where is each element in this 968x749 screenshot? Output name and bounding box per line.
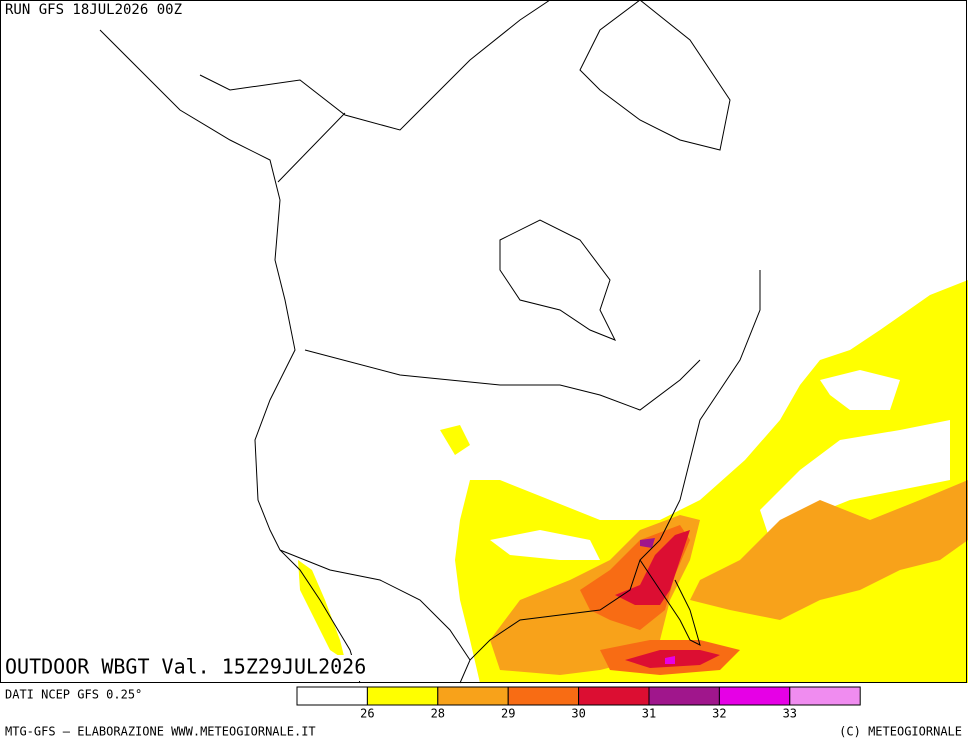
legend-label: 31 bbox=[642, 707, 656, 721]
legend-swatch bbox=[579, 687, 649, 705]
credit-label: MTG-GFS — ELABORAZIONE WWW.METEOGIORNALE… bbox=[5, 725, 316, 739]
copyright-label: (C) METEOGIORNALE bbox=[839, 725, 962, 739]
legend-label: 33 bbox=[783, 707, 797, 721]
legend-label: 28 bbox=[431, 707, 445, 721]
legend-swatch bbox=[649, 687, 719, 705]
source-label: DATI NCEP GFS 0.25° bbox=[5, 688, 142, 702]
run-label: RUN GFS 18JUL2026 00Z bbox=[5, 2, 182, 18]
legend-label: 30 bbox=[571, 707, 585, 721]
legend-label: 32 bbox=[712, 707, 726, 721]
map-caption: OUTDOOR WBGT Val. 15Z29JUL2026 bbox=[5, 655, 366, 679]
legend-swatch bbox=[790, 687, 860, 705]
legend-swatch bbox=[719, 687, 789, 705]
legend-swatch bbox=[297, 687, 367, 705]
legend-label: 26 bbox=[360, 707, 374, 721]
legend-swatch bbox=[438, 687, 508, 705]
legend-label: 29 bbox=[501, 707, 515, 721]
legend-swatch bbox=[508, 687, 578, 705]
legend-swatch bbox=[367, 687, 437, 705]
